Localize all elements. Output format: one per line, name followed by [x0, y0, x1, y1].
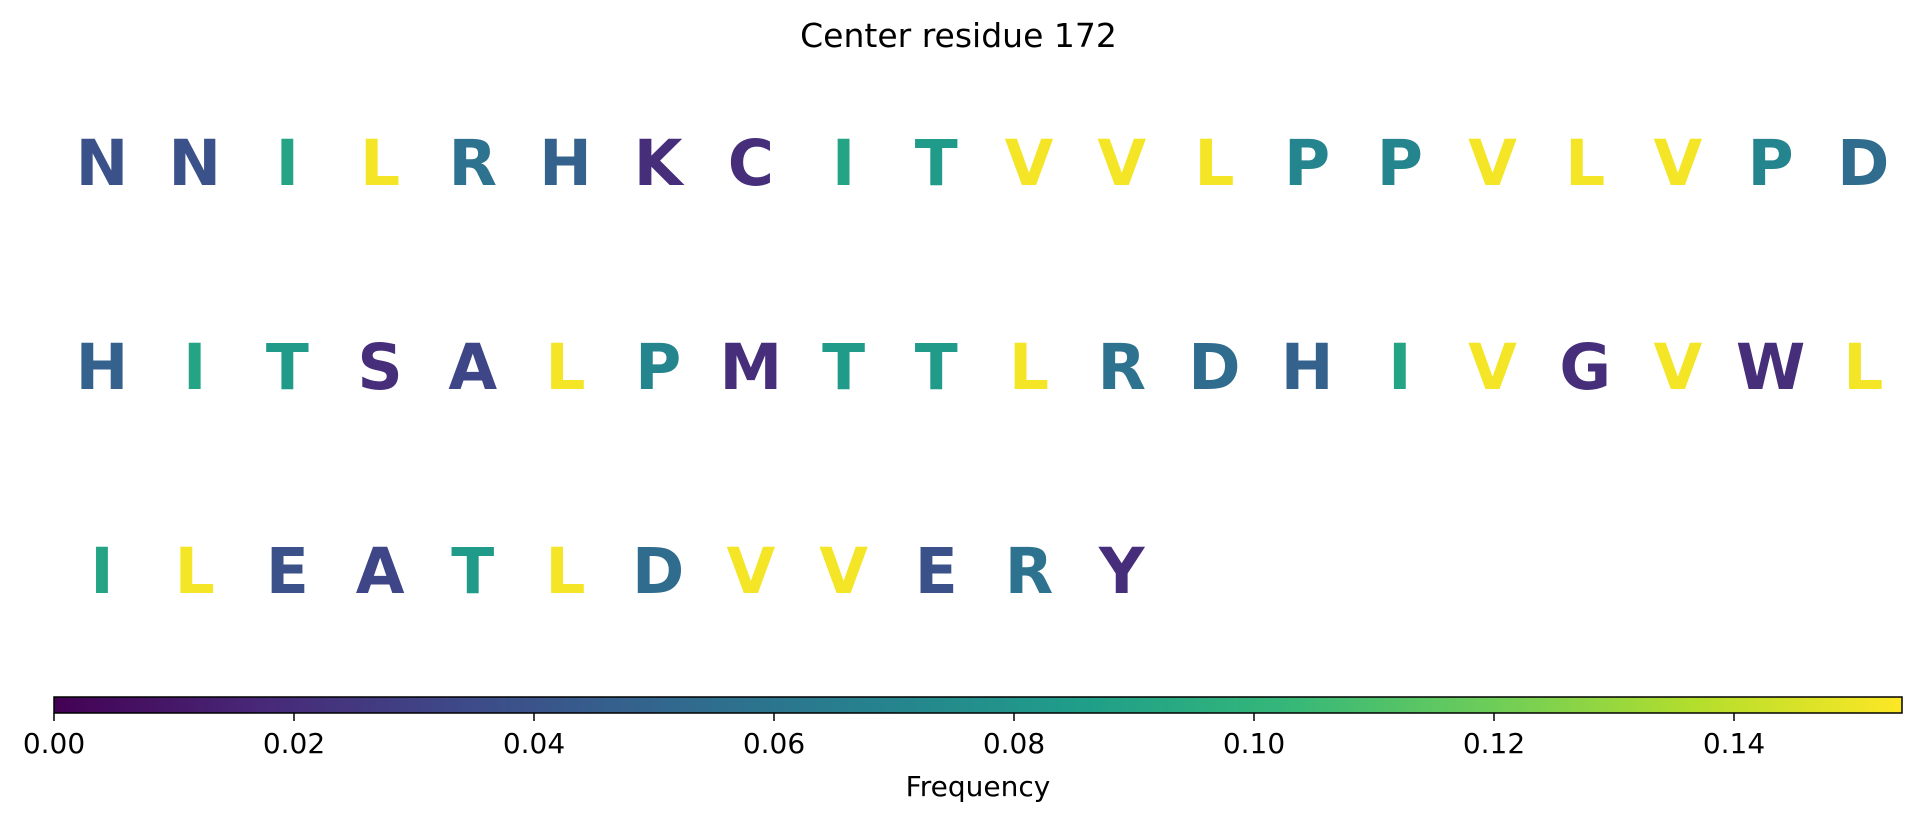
residue-letter: E	[915, 535, 958, 608]
residue-letter: D	[632, 535, 684, 608]
residue-letter: W	[1736, 331, 1806, 404]
colorbar-tick-label: 0.06	[743, 727, 805, 760]
residue-letter: C	[728, 127, 774, 200]
colorbar-tick-label: 0.04	[503, 727, 565, 760]
residue-letter: D	[1837, 127, 1889, 200]
residue-letter: V	[1468, 127, 1517, 200]
residue-letter: L	[545, 331, 585, 404]
residue-letter: L	[1843, 331, 1883, 404]
residue-letter: I	[832, 127, 855, 200]
residue-letter: V	[1654, 127, 1703, 200]
residue-letter: L	[1565, 127, 1605, 200]
residue-letter: E	[266, 535, 309, 608]
colorbar-tick-label: 0.02	[263, 727, 325, 760]
residue-letter: G	[1559, 331, 1611, 404]
residue-letter: L	[1194, 127, 1234, 200]
residue-letter: L	[545, 535, 585, 608]
colorbar-tick-label: 0.00	[23, 727, 85, 760]
residue-letter: T	[266, 331, 309, 404]
colorbar-tick-label: 0.14	[1703, 727, 1765, 760]
residue-letter: D	[1188, 331, 1240, 404]
residue-letter: I	[90, 535, 113, 608]
residue-letter: R	[1097, 331, 1146, 404]
residue-letter: T	[915, 331, 958, 404]
residue-letter: R	[449, 127, 498, 200]
residue-letter: L	[175, 535, 215, 608]
colorbar-gradient	[53, 696, 1903, 714]
residue-letter: L	[360, 127, 400, 200]
residue-letter: I	[183, 331, 206, 404]
residue-letter: N	[76, 127, 129, 200]
chart-title: Center residue 172	[800, 16, 1117, 55]
residue-letter: V	[1005, 127, 1054, 200]
colorbar-tick-label: 0.12	[1463, 727, 1525, 760]
residue-letter: P	[1748, 127, 1794, 200]
residue-letter: P	[635, 331, 681, 404]
residue-letter: H	[76, 331, 129, 404]
residue-letter: V	[819, 535, 868, 608]
residue-letter: I	[1388, 331, 1411, 404]
residue-letter: I	[276, 127, 299, 200]
residue-letter: H	[1281, 331, 1334, 404]
residue-letter: M	[720, 331, 783, 404]
residue-letter: P	[1377, 127, 1423, 200]
residue-letter: V	[1654, 331, 1703, 404]
colorbar-tick-label: 0.10	[1223, 727, 1285, 760]
residue-letter: A	[448, 331, 497, 404]
colorbar-label: Frequency	[906, 770, 1051, 803]
residue-letter: V	[1468, 331, 1517, 404]
residue-letter: R	[1005, 535, 1054, 608]
residue-letter: P	[1284, 127, 1330, 200]
colorbar-tick-label: 0.08	[983, 727, 1045, 760]
residue-letter: L	[1009, 331, 1049, 404]
residue-letter: V	[1097, 127, 1146, 200]
residue-letter: T	[822, 331, 865, 404]
residue-letter: V	[727, 535, 776, 608]
residue-letter: N	[168, 127, 221, 200]
residue-letter: Y	[1098, 535, 1146, 608]
residue-letter: S	[357, 331, 402, 404]
residue-letter: K	[634, 127, 685, 200]
residue-letter: T	[451, 535, 494, 608]
residue-letter: H	[539, 127, 592, 200]
residue-letter: T	[915, 127, 958, 200]
residue-letter: A	[356, 535, 405, 608]
